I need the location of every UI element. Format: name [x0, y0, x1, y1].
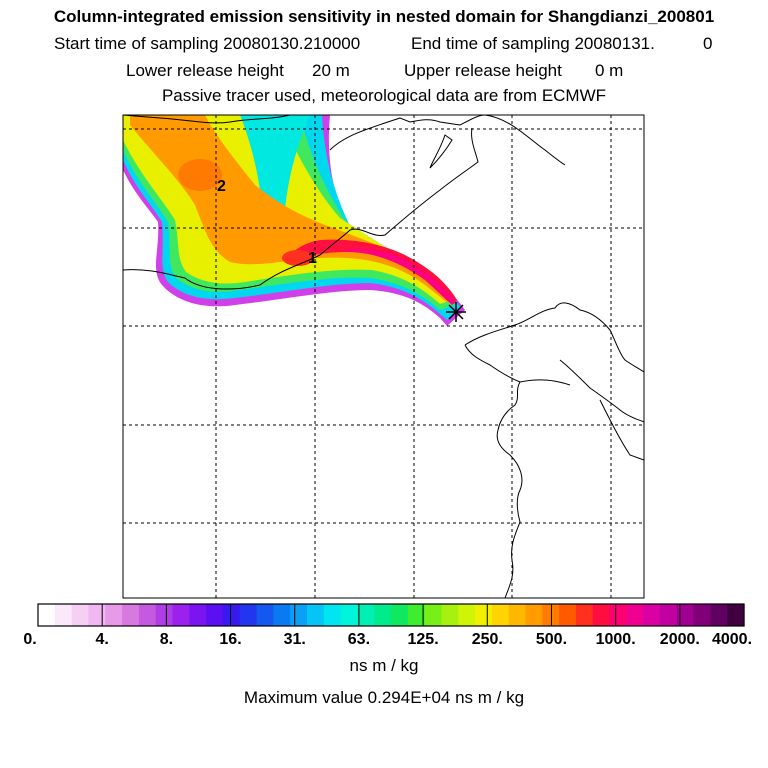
hotspot-1: [282, 250, 314, 266]
colorbar-swatch: [138, 604, 157, 626]
end-time-hour: 0: [703, 34, 713, 53]
colorbar-tick-label: 2000.: [659, 631, 700, 648]
colorbar-swatch: [306, 604, 325, 626]
cluster-label-2: 2: [217, 178, 226, 195]
colorbar-swatch: [374, 604, 392, 626]
colorbar-tick-label: 4.: [95, 631, 109, 648]
lower-release-label: Lower release height: [126, 61, 284, 80]
colorbar-swatch: [592, 604, 611, 626]
colorbar-swatch: [273, 604, 291, 626]
colorbar-swatch: [38, 604, 56, 626]
colorbar-swatch: [424, 604, 443, 626]
colorbar-swatch: [676, 604, 695, 626]
colorbar-tick-label: 0.: [23, 631, 37, 648]
colorbar-tick-label: 63.: [347, 631, 371, 648]
colorbar-frame: [37, 603, 745, 627]
colorbar-swatch: [475, 604, 493, 626]
colorbar-swatch: [559, 604, 577, 626]
colorbar-unit: ns m / kg: [349, 656, 419, 675]
colorbar-swatch: [256, 604, 274, 626]
colorbar-swatch: [172, 604, 190, 626]
colorbar-tick-label: 1000.: [595, 631, 636, 648]
colorbar-swatch: [626, 604, 644, 626]
colorbar-swatch: [525, 604, 543, 626]
colorbar-swatch: [391, 604, 409, 626]
colorbar-swatch: [491, 604, 510, 626]
colorbar-swatch: [643, 604, 661, 626]
colorbar: [38, 604, 745, 626]
colorbar-swatch: [575, 604, 594, 626]
colorbar-swatch: [323, 604, 342, 626]
colorbar-tick-label: 16.: [219, 631, 242, 648]
chart-title: Column-integrated emission sensitivity i…: [53, 7, 715, 26]
grid-lines: [123, 115, 644, 598]
colorbar-swatch: [458, 604, 476, 626]
colorbar-swatch: [609, 604, 627, 626]
colorbar-swatch: [105, 604, 123, 626]
lower-release-value: 20 m: [312, 61, 350, 80]
upper-release-label: Upper release height: [404, 61, 562, 80]
colorbar-swatch: [727, 604, 745, 626]
colorbar-swatch: [710, 604, 728, 626]
colorbar-swatch: [357, 604, 375, 626]
start-time-label: Start time of sampling 20080130.210000: [54, 34, 361, 53]
colorbar-tick-label: 250.: [471, 631, 503, 648]
end-time-label: End time of sampling 20080131.: [411, 34, 655, 53]
sensitivity-field: [123, 115, 465, 326]
cluster-label-1: 1: [308, 250, 317, 267]
colorbar-swatch: [189, 604, 207, 626]
tracer-note: Passive tracer used, meteorological data…: [161, 86, 607, 105]
map-frame: [122, 114, 645, 599]
colorbar-swatch: [508, 604, 527, 626]
colorbar-swatch: [407, 604, 426, 626]
colorbar-swatch: [239, 604, 258, 626]
colorbar-swatch: [155, 604, 174, 626]
hotspot-2: [178, 159, 222, 191]
colorbar-tick-label: 125.: [407, 631, 439, 648]
colorbar-tick-label: 8.: [159, 631, 174, 648]
maximum-value-label: Maximum value 0.294E+04 ns m / kg: [243, 688, 525, 707]
colorbar-swatch: [441, 604, 459, 626]
plume-cyan-tongue: [240, 115, 310, 217]
colorbar-swatch: [290, 604, 308, 626]
colorbar-swatch: [88, 604, 106, 626]
upper-release-value: 0 m: [595, 61, 624, 80]
receptor-star-icon: [446, 302, 466, 322]
colorbar-swatch: [206, 604, 224, 626]
colorbar-swatch: [340, 604, 358, 626]
colorbar-swatch: [222, 604, 241, 626]
plume-core: [340, 248, 456, 305]
colorbar-swatch: [659, 604, 678, 626]
colorbar-tick-label: 4000.: [711, 631, 753, 648]
colorbar-tick-label: 500.: [535, 631, 568, 648]
colorbar-swatch: [693, 604, 711, 626]
coastlines: [123, 115, 644, 598]
colorbar-tick-label: 31.: [283, 631, 306, 648]
colorbar-swatch: [71, 604, 90, 626]
colorbar-swatch: [54, 604, 73, 626]
colorbar-swatch: [122, 604, 140, 626]
